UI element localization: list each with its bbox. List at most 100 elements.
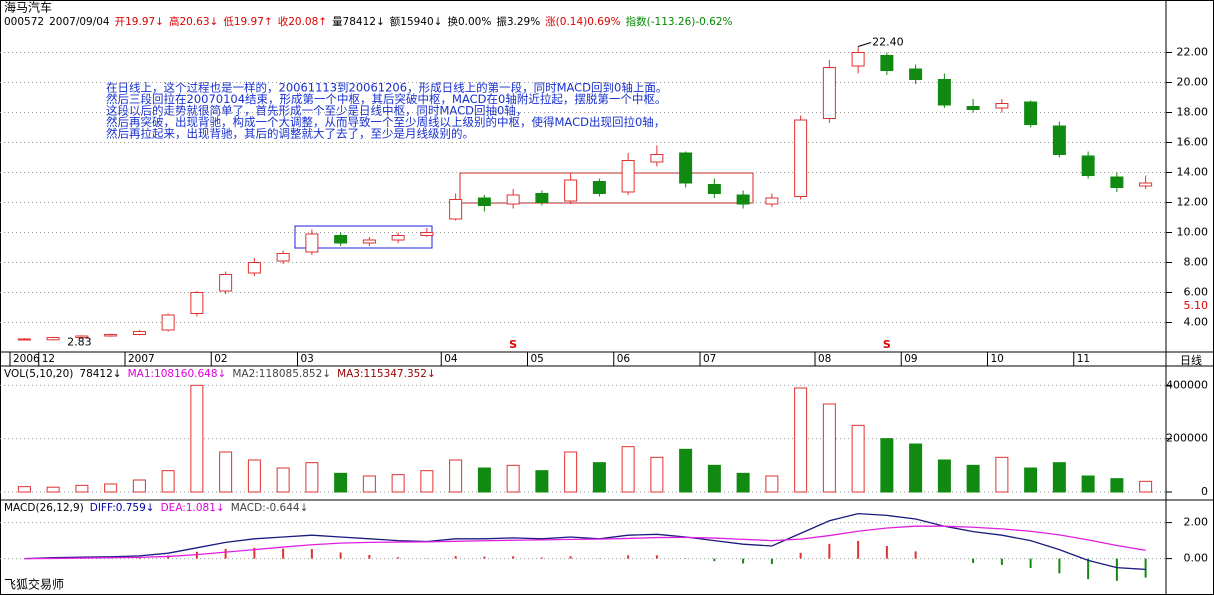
header-item: 涨(0.14)0.69%	[545, 16, 620, 28]
candle-body	[1024, 101, 1038, 125]
header-item: 指数(-113.26)-0.62%	[626, 15, 733, 28]
x-tick-label: 07	[703, 353, 716, 365]
candle-body	[707, 184, 721, 194]
x-tick-label: 2007	[128, 353, 155, 365]
volume-bar	[75, 484, 89, 493]
x-tick-label: 04	[444, 353, 458, 365]
header-item: 收20.08↑	[278, 15, 327, 28]
volume-bar	[995, 456, 1009, 493]
volume-bar	[794, 387, 808, 493]
header-item: 2007/09/04	[49, 16, 110, 28]
volume-bar	[477, 467, 491, 493]
signal: S	[509, 338, 517, 351]
peak-label: 22.40	[872, 36, 904, 49]
volume-bar	[305, 462, 319, 493]
candle-body	[362, 239, 376, 244]
x-tick-label: 10	[991, 353, 1004, 365]
low-label: 2.83	[67, 336, 92, 349]
candle-body	[966, 106, 980, 110]
volume-bar	[334, 472, 348, 493]
candle-body	[592, 181, 606, 194]
candle-body	[161, 314, 175, 331]
candle-body	[46, 337, 60, 341]
candle-body	[1110, 176, 1124, 188]
candle-body	[621, 160, 635, 193]
signal: S	[883, 338, 891, 351]
y-tick-label: 4.00	[1184, 316, 1209, 329]
y-tick-label: 16.00	[1177, 136, 1209, 149]
header-item: 低19.97↑	[223, 15, 272, 28]
legend-item: 78412↓	[79, 368, 121, 380]
side-label: 5.10	[1184, 299, 1209, 312]
annotation: 然后三段回拉在20070104结束，形成第一个中枢，其后突破中枢，MACD在0轴…	[106, 92, 666, 106]
volume-bar	[621, 446, 635, 493]
y-tick-label: 22.00	[1177, 46, 1209, 59]
volume-bar	[707, 464, 721, 493]
candle-body	[276, 253, 290, 262]
volume-bar	[650, 456, 664, 493]
y-tick-label: 10.00	[1177, 226, 1209, 239]
x-tick-label: 03	[301, 353, 314, 365]
legend-item: MACD:-0.644↓	[231, 502, 309, 514]
volume-bar	[449, 459, 463, 493]
y-tick-label: 18.00	[1177, 106, 1209, 119]
volume-bar	[592, 462, 606, 493]
volume-bar	[420, 470, 434, 493]
candle-body	[765, 197, 779, 205]
candle-body	[679, 152, 693, 184]
x-tick-label: 2006	[13, 353, 40, 365]
macd-line	[24, 525, 1146, 560]
header-item: 量78412↓	[332, 16, 385, 28]
candle-body	[880, 55, 894, 71]
volume-bar	[822, 403, 836, 493]
volume-bar	[1139, 480, 1153, 493]
legend-item: MACD(26,12,9)	[4, 502, 84, 514]
volume-bar	[880, 438, 894, 493]
candle-body	[391, 235, 405, 241]
volume-bar	[851, 424, 865, 493]
y-tick-label: 2.00	[1184, 516, 1209, 529]
volume-bar	[247, 459, 261, 493]
candle-body	[909, 68, 923, 80]
y-tick-label: 0	[1201, 485, 1208, 498]
legend-item: MA3:115347.352↓	[337, 368, 436, 380]
candle-body	[650, 154, 664, 163]
macd-line	[24, 512, 1146, 571]
x-tick-label: 11	[1077, 353, 1090, 365]
candle-body	[995, 103, 1009, 109]
candle-body	[132, 331, 146, 335]
volume-bar	[362, 475, 376, 493]
candle-body	[334, 235, 348, 244]
x-tick-label: 09	[904, 353, 917, 365]
volume-bar	[765, 475, 779, 493]
y-tick-label: 200000	[1166, 432, 1208, 445]
stock-name: 海马汽车	[4, 0, 52, 15]
candle-body	[564, 179, 578, 202]
volume-bar	[1052, 462, 1066, 493]
volume-bar	[132, 479, 146, 493]
volume-bar	[736, 472, 750, 493]
volume-bar	[679, 448, 693, 493]
candle-body	[104, 334, 118, 337]
annotation: 然后再突破，出现背驰，构成一个大调整，从而导致一个至少周线以上级别的中枢，使得M…	[106, 115, 665, 129]
legend-item: DIFF:0.759↓	[90, 502, 155, 514]
volume-bar	[1024, 467, 1038, 493]
candle-body	[477, 197, 491, 206]
candle-body	[75, 335, 89, 338]
volume-bar	[46, 486, 60, 493]
volume-bar	[564, 451, 578, 493]
x-tick-label: 12	[42, 353, 55, 365]
volume-bar	[104, 483, 118, 493]
header-item: 额15940↓	[390, 15, 443, 28]
y-tick-label: 0.00	[1184, 552, 1209, 565]
volume-bar	[506, 464, 520, 493]
y-tick-label: 14.00	[1177, 166, 1209, 179]
header-item: 振3.29%	[496, 15, 540, 28]
y-tick-label: 8.00	[1184, 256, 1209, 269]
candle-body	[1052, 125, 1066, 155]
candle-body	[535, 193, 549, 203]
x-tick-label: 06	[617, 353, 631, 365]
peak-leader	[857, 42, 872, 47]
annotation: 这段以后的走势就很简单了，首先形成一个至少是日线中枢，同时MACD回抽0轴，	[106, 104, 527, 118]
